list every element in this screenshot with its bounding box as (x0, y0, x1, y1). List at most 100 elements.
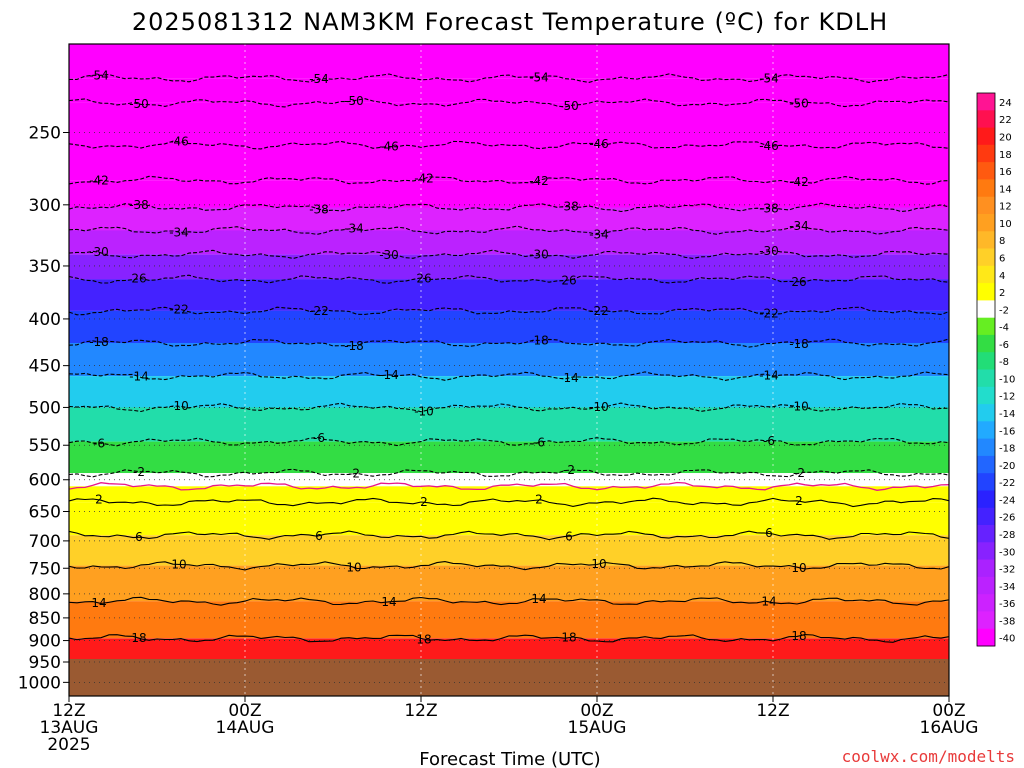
colorbar-swatch (977, 317, 995, 336)
colorbar-swatch (977, 438, 995, 457)
temperature-band (69, 502, 949, 536)
colorbar-label: -16 (999, 426, 1015, 437)
x-tick-label: 2025 (47, 735, 90, 755)
temperature-band (69, 376, 949, 408)
contour-label: 10 (171, 558, 186, 572)
colorbar-label: -34 (999, 582, 1015, 593)
y-tick-label: 300 (29, 196, 61, 216)
contour-label: -54 (309, 72, 329, 86)
contour-label: -22 (309, 304, 329, 318)
contour-label: -42 (789, 175, 809, 189)
colorbar-swatch (977, 265, 995, 284)
contour-label: 2 (95, 493, 103, 507)
contour-label: 10 (346, 560, 361, 574)
contour-line (69, 596, 949, 606)
temperature-band (69, 535, 949, 566)
colorbar-label: 6 (999, 254, 1005, 265)
contour-label: -46 (759, 139, 779, 153)
contour-line (69, 98, 949, 108)
contour-label: -54 (759, 72, 779, 86)
colorbar-swatch (977, 334, 995, 353)
colorbar-swatch (977, 594, 995, 612)
contour-label: 2 (535, 493, 543, 507)
temperature-band (69, 601, 949, 639)
contour-label: -30 (379, 248, 399, 262)
colorbar-label: 8 (999, 236, 1005, 247)
contour-line (69, 561, 949, 571)
colorbar-swatch (977, 127, 995, 146)
y-tick-label: 650 (29, 502, 61, 522)
x-tick-label: 12Z (756, 701, 789, 721)
contour-line (69, 634, 949, 643)
contour-lines: -54 -54 -54 -54-50 -50 -50 -50-46 -46 -46 -46-42-… (69, 68, 949, 647)
plot-area: -54 -54 -54 -54-50 -50 -50 -50-46 -46 -46 -46-42-… (69, 44, 949, 696)
colorbar-label: -30 (999, 547, 1015, 558)
temperature-band (69, 78, 949, 103)
temperature-band (69, 180, 949, 208)
colorbar-swatch (977, 93, 995, 111)
contour-label: -46 (169, 134, 189, 148)
temperature-band (69, 279, 949, 311)
contour-label: -46 (589, 137, 609, 151)
contour-label: -50 (559, 99, 579, 113)
colorbar-swatch (977, 576, 995, 595)
colorbar-label: -24 (999, 495, 1015, 506)
x-tick-label: 14AUG (216, 718, 275, 738)
contour-label: 14 (761, 595, 776, 609)
contour-line (69, 468, 949, 478)
colorbar-label: 2 (999, 288, 1005, 299)
colorbar-swatch (977, 507, 995, 526)
contour-label: -30 (529, 248, 549, 262)
contour-line (69, 436, 949, 447)
contour-label: 18 (561, 631, 576, 645)
contour-label: 14 (381, 595, 396, 609)
y-tick-label: 500 (29, 398, 61, 418)
y-tick-label: 950 (29, 653, 61, 673)
contour-label: -34 (344, 221, 364, 235)
contour-label: 10 (591, 557, 606, 571)
contour-label: -22 (759, 307, 779, 321)
y-tick-label: 750 (29, 559, 61, 579)
colorbar-swatch (977, 455, 995, 474)
contour-label: -34 (589, 228, 609, 242)
colorbar-swatch (977, 473, 995, 491)
x-tick-label: 16AUG (920, 718, 979, 738)
colorbar-swatch (977, 404, 995, 422)
y-tick-label: 550 (29, 436, 61, 456)
temperature-band (69, 310, 949, 343)
y-tick-label: 900 (29, 632, 61, 652)
contour-label: 2 (420, 495, 428, 509)
colorbar-label: -6 (999, 340, 1009, 351)
colorbar-label: -26 (999, 513, 1015, 524)
colorbar-label: -4 (999, 323, 1009, 334)
y-axis: 250 300 350 400 450 500 550 600 650 700 750 800 850 9… (18, 124, 69, 693)
colorbar-label: -36 (999, 599, 1015, 610)
x-tick-label: 00Z (228, 701, 261, 721)
colorbar-swatch (977, 490, 995, 509)
contour-line (69, 175, 949, 185)
contour-line (69, 481, 949, 491)
contour-line (69, 225, 949, 236)
contour-line (69, 306, 949, 316)
colorbar-swatch (977, 611, 995, 630)
x-tick-label: 12Z (404, 701, 437, 721)
colorbar-label: -10 (999, 375, 1015, 386)
colorbar: 24 22 20 18 16 14 12 10 8 6 4 2 -2 -4 -6 -8 -10 -12 -14 -16… (976, 92, 1015, 647)
contour-line (69, 402, 949, 413)
colorbar-swatch (977, 628, 995, 647)
contour-line (69, 73, 949, 83)
colorbar-swatch (977, 525, 995, 543)
colorbar-label: -8 (999, 357, 1009, 368)
contour-label: -38 (309, 202, 329, 216)
x-tick-label: 13AUG (40, 718, 99, 738)
contour-label: 26 (131, 271, 146, 285)
contour-label: 26 (561, 273, 576, 287)
colorbar-frame (976, 92, 996, 647)
x-tick-label: 15AUG (568, 718, 627, 738)
colorbar-swatch (977, 248, 995, 267)
contour-label: -2 (348, 467, 360, 481)
colorbar-label: -22 (999, 478, 1015, 489)
colorbar-label: 12 (999, 202, 1012, 213)
y-tick-label: 850 (29, 609, 61, 629)
temperature-band (69, 145, 949, 181)
